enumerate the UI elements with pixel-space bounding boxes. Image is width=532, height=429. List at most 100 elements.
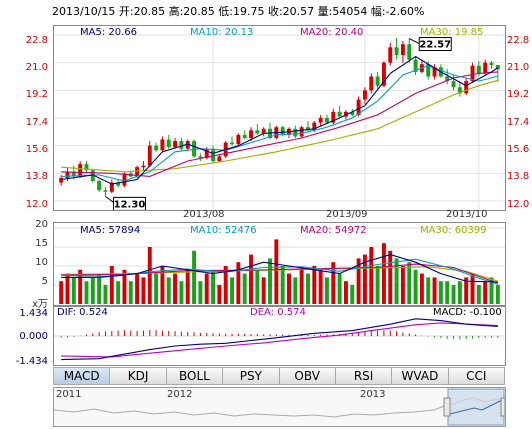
volume-bar-down xyxy=(426,277,431,304)
low-label: 12.30 xyxy=(114,199,146,210)
volume-bar-down xyxy=(451,285,456,304)
candle-down xyxy=(230,142,234,145)
navigator-line xyxy=(54,397,505,418)
candle-down xyxy=(407,44,412,60)
volume-bar-down xyxy=(375,266,380,304)
candle-up xyxy=(78,164,83,177)
volume-bar-up xyxy=(362,254,367,304)
volume-bar-down xyxy=(71,277,76,304)
candle-down xyxy=(179,141,184,149)
volume-bar-down xyxy=(325,277,329,304)
price-panel: 22.57 12.30 xyxy=(53,25,506,211)
navigator-year-2012: 2012 xyxy=(167,389,193,400)
candle-down xyxy=(71,171,76,177)
date-tick-sep: 2013/09 xyxy=(326,209,368,220)
volume-bar-down xyxy=(268,258,272,304)
volume-bar-down xyxy=(128,281,133,304)
candle-down xyxy=(426,64,431,77)
volume-axis-5: 5 xyxy=(41,276,48,287)
volume-bar-up xyxy=(432,277,437,304)
candle-up xyxy=(65,171,70,178)
candle-up xyxy=(362,90,367,100)
candle-up xyxy=(173,141,178,148)
volume-bar-down xyxy=(230,277,234,304)
navigator-overview-svg xyxy=(54,388,505,426)
tab-boll[interactable]: BOLL xyxy=(165,367,224,385)
volume-bar-up xyxy=(343,281,348,304)
candle-down xyxy=(325,118,329,123)
tab-wvad[interactable]: WVAD xyxy=(391,367,449,385)
date-tick-aug: 2013/08 xyxy=(183,209,225,220)
candle-down xyxy=(97,181,102,191)
macd-chart-svg xyxy=(54,318,505,361)
volume-bar-down xyxy=(407,262,412,304)
volume-bar-up xyxy=(109,266,114,304)
candle-up xyxy=(122,173,127,186)
tab-macd[interactable]: MACD xyxy=(53,367,111,385)
volume-bar-up xyxy=(147,247,152,304)
volume-bar-down xyxy=(84,281,89,304)
volume-ma5-line xyxy=(61,254,498,283)
tab-psy[interactable]: PSY xyxy=(222,367,280,385)
candle-up xyxy=(464,81,469,94)
macd-dif-legend: DIF: 0.524 xyxy=(57,307,108,318)
candle-up xyxy=(400,44,405,55)
volume-bar-down xyxy=(306,273,310,304)
volume-bar-down xyxy=(179,281,184,304)
tab-rsi[interactable]: RSI xyxy=(334,367,393,385)
volume-bar-down xyxy=(90,277,95,304)
volume-bar-up xyxy=(78,269,83,304)
volume-bar-up xyxy=(274,239,279,304)
date-tick-oct: 2013/10 xyxy=(446,209,488,220)
volume-bar-down xyxy=(154,273,159,304)
candle-down xyxy=(166,139,171,148)
candle-down xyxy=(451,81,456,88)
volume-ma10-legend: MA10: 52476 xyxy=(190,225,257,236)
indicator-tabs: MACD KDJ BOLL PSY OBV RSI WVAD CCI xyxy=(53,367,505,385)
tab-obv[interactable]: OBV xyxy=(278,367,336,385)
volume-bar-up xyxy=(204,273,209,304)
candle-down xyxy=(394,47,399,55)
navigator-right-handle xyxy=(500,397,505,417)
volume-bar-up xyxy=(388,250,393,304)
volume-bar-up xyxy=(261,277,266,304)
candle-up xyxy=(160,139,165,151)
volume-bar-up xyxy=(381,243,386,304)
volume-bar-down xyxy=(394,258,399,304)
tab-kdj[interactable]: KDJ xyxy=(109,367,167,385)
candle-up xyxy=(312,122,317,131)
candle-down xyxy=(154,145,159,151)
volume-bar-up xyxy=(122,269,127,304)
volume-bar-up xyxy=(65,273,70,304)
candle-down xyxy=(103,190,108,192)
candle-up xyxy=(343,111,348,117)
volume-bar-down xyxy=(242,273,247,304)
volume-bar-up xyxy=(483,281,488,304)
time-navigator[interactable]: 2011 2012 2013 xyxy=(53,387,506,427)
price-ma30-line xyxy=(61,79,498,173)
navigator-year-2013: 2013 xyxy=(360,389,386,400)
candle-up xyxy=(204,148,209,158)
volume-bar-down xyxy=(97,273,102,304)
volume-panel xyxy=(53,222,506,306)
tab-cci[interactable]: CCI xyxy=(447,367,505,385)
volume-ma20-legend: MA20: 54972 xyxy=(300,225,367,236)
volume-bar-up xyxy=(173,273,178,304)
ohlc-info-bar: 2013/10/15 开:20.85 高:20.85 低:19.75 收:20.… xyxy=(52,5,425,18)
volume-bar-down xyxy=(255,269,260,304)
price-axis-left-1: 21.0 xyxy=(25,62,48,73)
candle-down xyxy=(255,130,260,134)
candle-down xyxy=(242,134,247,138)
price-ma10-legend: MA10: 20.13 xyxy=(190,27,254,38)
price-axis-left-6: 12.0 xyxy=(25,199,48,210)
volume-bar-down xyxy=(211,269,216,304)
candle-down xyxy=(476,65,481,74)
volume-bar-up xyxy=(59,281,64,304)
candle-up xyxy=(261,128,266,134)
volume-axis-15: 15 xyxy=(35,238,48,249)
candle-up xyxy=(141,165,146,168)
volume-bar-up xyxy=(299,269,304,304)
volume-bar-down xyxy=(337,273,342,304)
candle-up xyxy=(432,67,437,77)
volume-bar-down xyxy=(198,281,203,304)
